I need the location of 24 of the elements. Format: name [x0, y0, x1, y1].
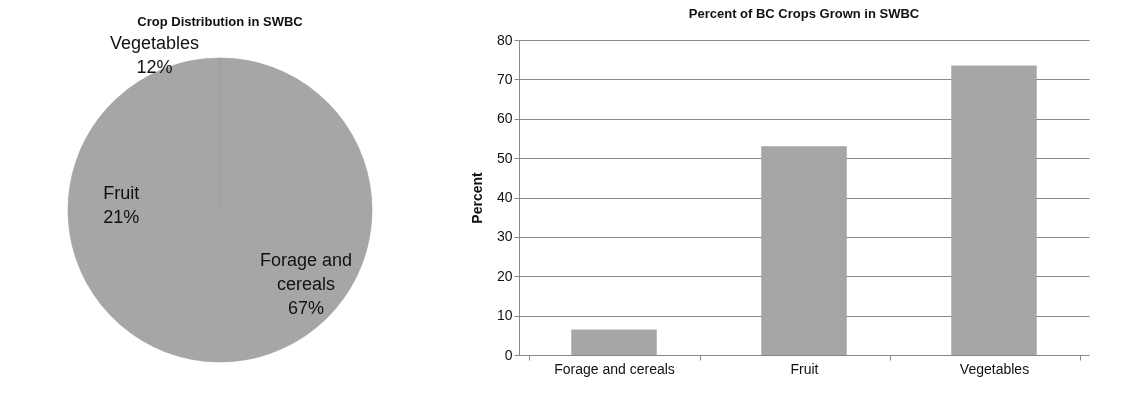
- bar: [761, 146, 847, 355]
- slice-label: Vegetables: [109, 33, 200, 54]
- slice-label: Fruit: [103, 183, 140, 204]
- y-tick-label: 10: [496, 307, 513, 324]
- y-tick-label: 20: [496, 267, 513, 284]
- y-axis-title: Percent: [468, 171, 485, 224]
- bar: [951, 65, 1037, 355]
- y-tick-label: 70: [496, 70, 513, 87]
- bar: [571, 329, 657, 355]
- chart-title: Percent of BC Crops Grown in SWBC: [688, 6, 920, 21]
- y-tick-label: 50: [496, 149, 513, 166]
- y-tick-label: 40: [496, 189, 513, 205]
- y-tick-label: 0: [504, 346, 513, 363]
- slice-label: Forage and cereals: [260, 249, 353, 294]
- y-tick-label: 30: [496, 228, 513, 245]
- chart-title: Crop Distribution in SWBC: [137, 14, 304, 30]
- data-label: 12%: [136, 57, 173, 78]
- x-tick-label: Vegetables: [959, 360, 1030, 377]
- x-tick-label: Fruit: [790, 360, 819, 377]
- data-label: 67%: [288, 297, 325, 318]
- data-label: 21%: [103, 207, 140, 228]
- y-tick-label: 80: [496, 31, 513, 48]
- y-tick-label: 60: [496, 110, 513, 127]
- x-tick-label: Forage and cereals: [554, 360, 675, 377]
